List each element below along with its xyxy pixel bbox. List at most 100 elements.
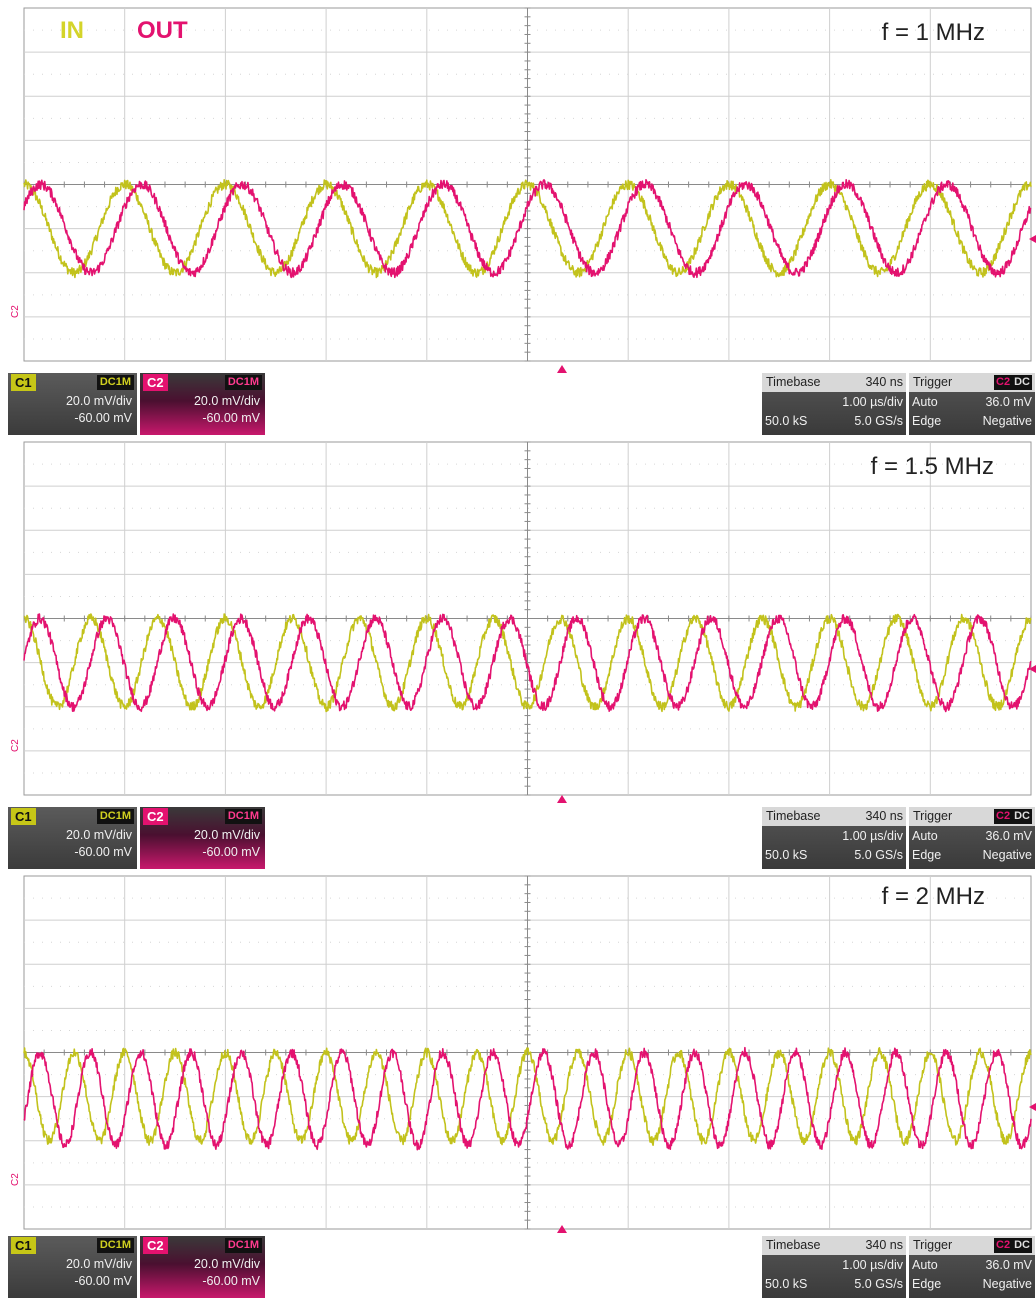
channel1-coupling: DC1M (96, 1238, 134, 1253)
trigger-source: C2 (994, 1238, 1013, 1253)
channel2-offset: -60.00 mV (202, 411, 260, 425)
scope-panel-1-5mhz: f = 1.5 MHz C2 C1 DC1M 20.0 mV/div -60.00… (0, 434, 1036, 869)
channel1-box[interactable]: C1 DC1M 20.0 mV/div -60.00 mV (8, 807, 137, 869)
channel1-box[interactable]: C1 DC1M 20.0 mV/div -60.00 mV (8, 373, 137, 435)
channel2-scale: 20.0 mV/div (193, 1257, 260, 1271)
scope-display: IN OUT f = 1 MHz C2 (10, 7, 1036, 373)
trigger-box[interactable]: Trigger C2 DC Auto 36.0 mV Edge Negative (909, 373, 1035, 435)
channel2-coupling: DC1M (224, 809, 262, 824)
trigger-coupling: DC (1012, 375, 1032, 390)
timebase-box[interactable]: Timebase 340 ns 1.00 µs/div 50.0 kS 5.0 … (762, 807, 906, 869)
timebase-per-div: 1.00 µs/div (842, 395, 903, 409)
trigger-level-marker (1029, 1103, 1036, 1111)
channel2-coupling: DC1M (224, 375, 262, 390)
timebase-samples: 50.0 kS (765, 414, 808, 428)
trigger-type: Edge (912, 414, 942, 428)
channel2-coupling: DC1M (224, 1238, 262, 1253)
trigger-slope: Negative (982, 848, 1032, 862)
channel2-box[interactable]: C2 DC1M 20.0 mV/div -60.00 mV (140, 1236, 265, 1298)
timebase-delay: 340 ns (865, 1238, 903, 1252)
timebase-title: Timebase (766, 375, 821, 389)
trigger-slope: Negative (982, 1277, 1032, 1291)
status-bar: C1 DC1M 20.0 mV/div -60.00 mV C2 DC1M 20.0… (0, 1236, 1036, 1302)
timebase-rate: 5.0 GS/s (854, 414, 903, 428)
trigger-mode: Auto (912, 1258, 938, 1272)
channel1-tag: C1 (11, 808, 36, 825)
trace-out (23, 613, 1032, 713)
trigger-position-marker (557, 795, 567, 803)
status-bar: C1 DC1M 20.0 mV/div -60.00 mV C2 DC1M 20.0… (0, 373, 1036, 439)
trace-in (23, 1047, 1032, 1147)
trigger-box[interactable]: Trigger C2 DC Auto 36.0 mV Edge Negative (909, 1236, 1035, 1298)
timebase-delay: 340 ns (865, 809, 903, 823)
timebase-title: Timebase (766, 1238, 821, 1252)
timebase-box[interactable]: Timebase 340 ns 1.00 µs/div 50.0 kS 5.0 … (762, 373, 906, 435)
trigger-mode: Auto (912, 829, 938, 843)
trigger-box[interactable]: Trigger C2 DC Auto 36.0 mV Edge Negative (909, 807, 1035, 869)
scope-panel-1mhz: IN OUT f = 1 MHz C2 C1 DC1M 20.0 mV/div -… (0, 0, 1036, 435)
trigger-position-marker (557, 1225, 567, 1233)
channel2-box[interactable]: C2 DC1M 20.0 mV/div -60.00 mV (140, 807, 265, 869)
timebase-samples: 50.0 kS (765, 1277, 808, 1291)
channel1-scale: 20.0 mV/div (65, 394, 132, 408)
frequency-label: f = 1.5 MHz (871, 453, 994, 480)
channel2-offset: -60.00 mV (202, 845, 260, 859)
channel2-tag: C2 (143, 808, 168, 825)
c2-reference-marker: C2 (10, 1173, 21, 1186)
timebase-rate: 5.0 GS/s (854, 848, 903, 862)
channel2-box[interactable]: C2 DC1M 20.0 mV/div -60.00 mV (140, 373, 265, 435)
trigger-type: Edge (912, 1277, 942, 1291)
frequency-label: f = 1 MHz (882, 19, 985, 46)
trigger-mode: Auto (912, 395, 938, 409)
trigger-level: 36.0 mV (985, 829, 1032, 843)
trigger-level: 36.0 mV (985, 395, 1032, 409)
channel1-offset: -60.00 mV (74, 1274, 132, 1288)
legend-out-label: OUT (137, 17, 188, 44)
c2-reference-marker: C2 (10, 305, 21, 318)
trigger-coupling: DC (1012, 809, 1032, 824)
scope-display: f = 1.5 MHz C2 (10, 441, 1036, 803)
trigger-title: Trigger (913, 375, 953, 389)
scope-panel-2mhz: f = 2 MHz C2 C1 DC1M 20.0 mV/div -60.00 m… (0, 868, 1036, 1302)
timebase-samples: 50.0 kS (765, 848, 808, 862)
waveform-traces (23, 613, 1032, 713)
trigger-level-marker (1029, 665, 1036, 673)
legend-in-label: IN (60, 17, 84, 44)
trigger-type: Edge (912, 848, 942, 862)
timebase-rate: 5.0 GS/s (854, 1277, 903, 1291)
trigger-title: Trigger (913, 809, 953, 823)
scope-display: f = 2 MHz C2 (10, 875, 1036, 1233)
trigger-position-marker (557, 365, 567, 373)
waveform-traces (23, 179, 1032, 279)
trigger-slope: Negative (982, 414, 1032, 428)
frequency-label: f = 2 MHz (882, 883, 985, 910)
waveform-traces (23, 1046, 1032, 1151)
channel1-tag: C1 (11, 1237, 36, 1254)
trace-in (23, 613, 1032, 713)
trace-out (23, 179, 1032, 279)
timebase-title: Timebase (766, 809, 821, 823)
trace-in (23, 179, 1032, 279)
trigger-title: Trigger (913, 1238, 953, 1252)
channel1-scale: 20.0 mV/div (65, 1257, 132, 1271)
timebase-delay: 340 ns (865, 375, 903, 389)
trace-out (23, 1046, 1032, 1151)
channel1-scale: 20.0 mV/div (65, 828, 132, 842)
channel2-tag: C2 (143, 1237, 168, 1254)
channel1-coupling: DC1M (96, 809, 134, 824)
channel1-offset: -60.00 mV (74, 411, 132, 425)
trigger-level-marker (1029, 235, 1036, 243)
channel1-coupling: DC1M (96, 375, 134, 390)
channel2-scale: 20.0 mV/div (193, 394, 260, 408)
channel2-tag: C2 (143, 374, 168, 391)
channel1-tag: C1 (11, 374, 36, 391)
timebase-box[interactable]: Timebase 340 ns 1.00 µs/div 50.0 kS 5.0 … (762, 1236, 906, 1298)
channel2-scale: 20.0 mV/div (193, 828, 260, 842)
trigger-level: 36.0 mV (985, 1258, 1032, 1272)
trigger-source: C2 (994, 375, 1013, 390)
trigger-source: C2 (994, 809, 1013, 824)
channel1-box[interactable]: C1 DC1M 20.0 mV/div -60.00 mV (8, 1236, 137, 1298)
channel2-offset: -60.00 mV (202, 1274, 260, 1288)
timebase-per-div: 1.00 µs/div (842, 1258, 903, 1272)
channel1-offset: -60.00 mV (74, 845, 132, 859)
